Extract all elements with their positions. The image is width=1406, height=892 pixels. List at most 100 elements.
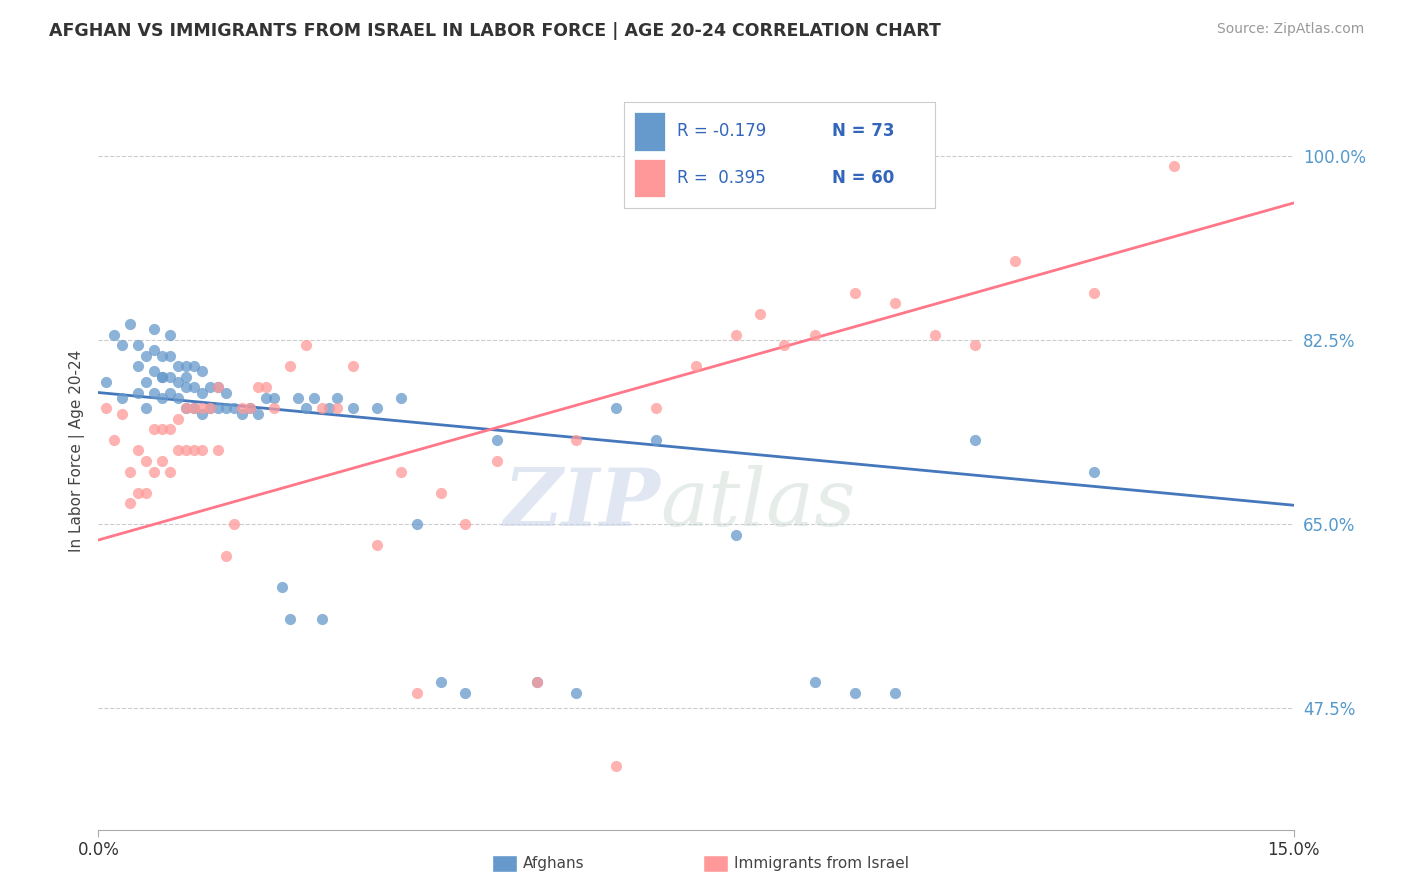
Point: [150, 454, 173, 468]
Point: [191, 401, 214, 416]
Point: [135, 375, 157, 389]
Point: [174, 359, 197, 374]
Point: [645, 401, 668, 416]
Point: [526, 675, 548, 690]
Point: [183, 401, 205, 416]
Point: [342, 359, 364, 374]
Point: [150, 391, 173, 405]
Point: [135, 349, 157, 363]
Point: [231, 401, 253, 416]
Point: [143, 385, 166, 400]
Point: [389, 465, 412, 479]
Point: [884, 686, 907, 700]
Point: [485, 433, 508, 447]
Point: [174, 401, 197, 416]
Point: [174, 443, 197, 458]
Point: [174, 380, 197, 394]
Point: [135, 454, 157, 468]
Point: [254, 391, 277, 405]
Point: [143, 422, 166, 436]
Text: atlas: atlas: [661, 465, 855, 542]
Point: [748, 307, 770, 321]
Text: ZIP: ZIP: [503, 465, 661, 542]
Point: [605, 759, 627, 773]
Point: [159, 422, 181, 436]
Point: [924, 327, 946, 342]
Point: [311, 612, 333, 626]
Point: [159, 385, 181, 400]
Point: [159, 465, 181, 479]
Point: [302, 391, 325, 405]
Point: [1004, 254, 1026, 268]
Point: [167, 359, 190, 374]
Point: [191, 385, 214, 400]
Point: [103, 433, 125, 447]
Point: [278, 359, 301, 374]
Point: [167, 375, 190, 389]
Point: [804, 327, 827, 342]
Point: [222, 401, 245, 416]
Point: [565, 433, 588, 447]
Point: [191, 407, 214, 421]
Point: [294, 401, 316, 416]
Point: [454, 686, 477, 700]
Point: [215, 385, 238, 400]
Point: [963, 338, 986, 352]
Point: [366, 538, 388, 552]
Point: [1163, 159, 1185, 173]
Point: [270, 580, 292, 594]
Point: [884, 296, 907, 310]
Point: [215, 401, 238, 416]
Point: [159, 369, 181, 384]
Point: [127, 338, 149, 352]
Point: [135, 401, 157, 416]
Y-axis label: In Labor Force | Age 20-24: In Labor Force | Age 20-24: [69, 350, 84, 551]
Point: [263, 391, 285, 405]
Point: [191, 364, 214, 378]
Point: [167, 443, 190, 458]
Point: [143, 364, 166, 378]
Point: [120, 496, 142, 510]
Point: [96, 401, 118, 416]
Point: [207, 443, 229, 458]
Point: [150, 349, 173, 363]
Point: [198, 380, 221, 394]
Point: [406, 686, 429, 700]
Point: [724, 327, 747, 342]
Point: [159, 327, 181, 342]
Point: [174, 369, 197, 384]
Point: [294, 338, 316, 352]
Point: [565, 686, 588, 700]
Point: [454, 517, 477, 532]
Point: [485, 454, 508, 468]
Point: [645, 433, 668, 447]
Point: [239, 401, 262, 416]
Point: [318, 401, 340, 416]
Point: [127, 485, 149, 500]
Point: [215, 549, 238, 563]
Point: [150, 369, 173, 384]
Point: [526, 675, 548, 690]
Point: [198, 401, 221, 416]
Point: [207, 380, 229, 394]
Point: [311, 401, 333, 416]
Point: [135, 485, 157, 500]
Point: [207, 380, 229, 394]
Point: [207, 401, 229, 416]
Point: [254, 380, 277, 394]
Point: [246, 407, 269, 421]
Point: [167, 391, 190, 405]
Point: [342, 401, 364, 416]
Point: [96, 375, 118, 389]
Point: [183, 359, 205, 374]
Point: [143, 343, 166, 358]
Point: [246, 380, 269, 394]
Point: [120, 465, 142, 479]
Point: [278, 612, 301, 626]
Point: [143, 465, 166, 479]
Text: Immigrants from Israel: Immigrants from Israel: [734, 856, 908, 871]
Point: [326, 401, 349, 416]
Text: Afghans: Afghans: [523, 856, 585, 871]
Point: [844, 686, 866, 700]
Point: [287, 391, 309, 405]
